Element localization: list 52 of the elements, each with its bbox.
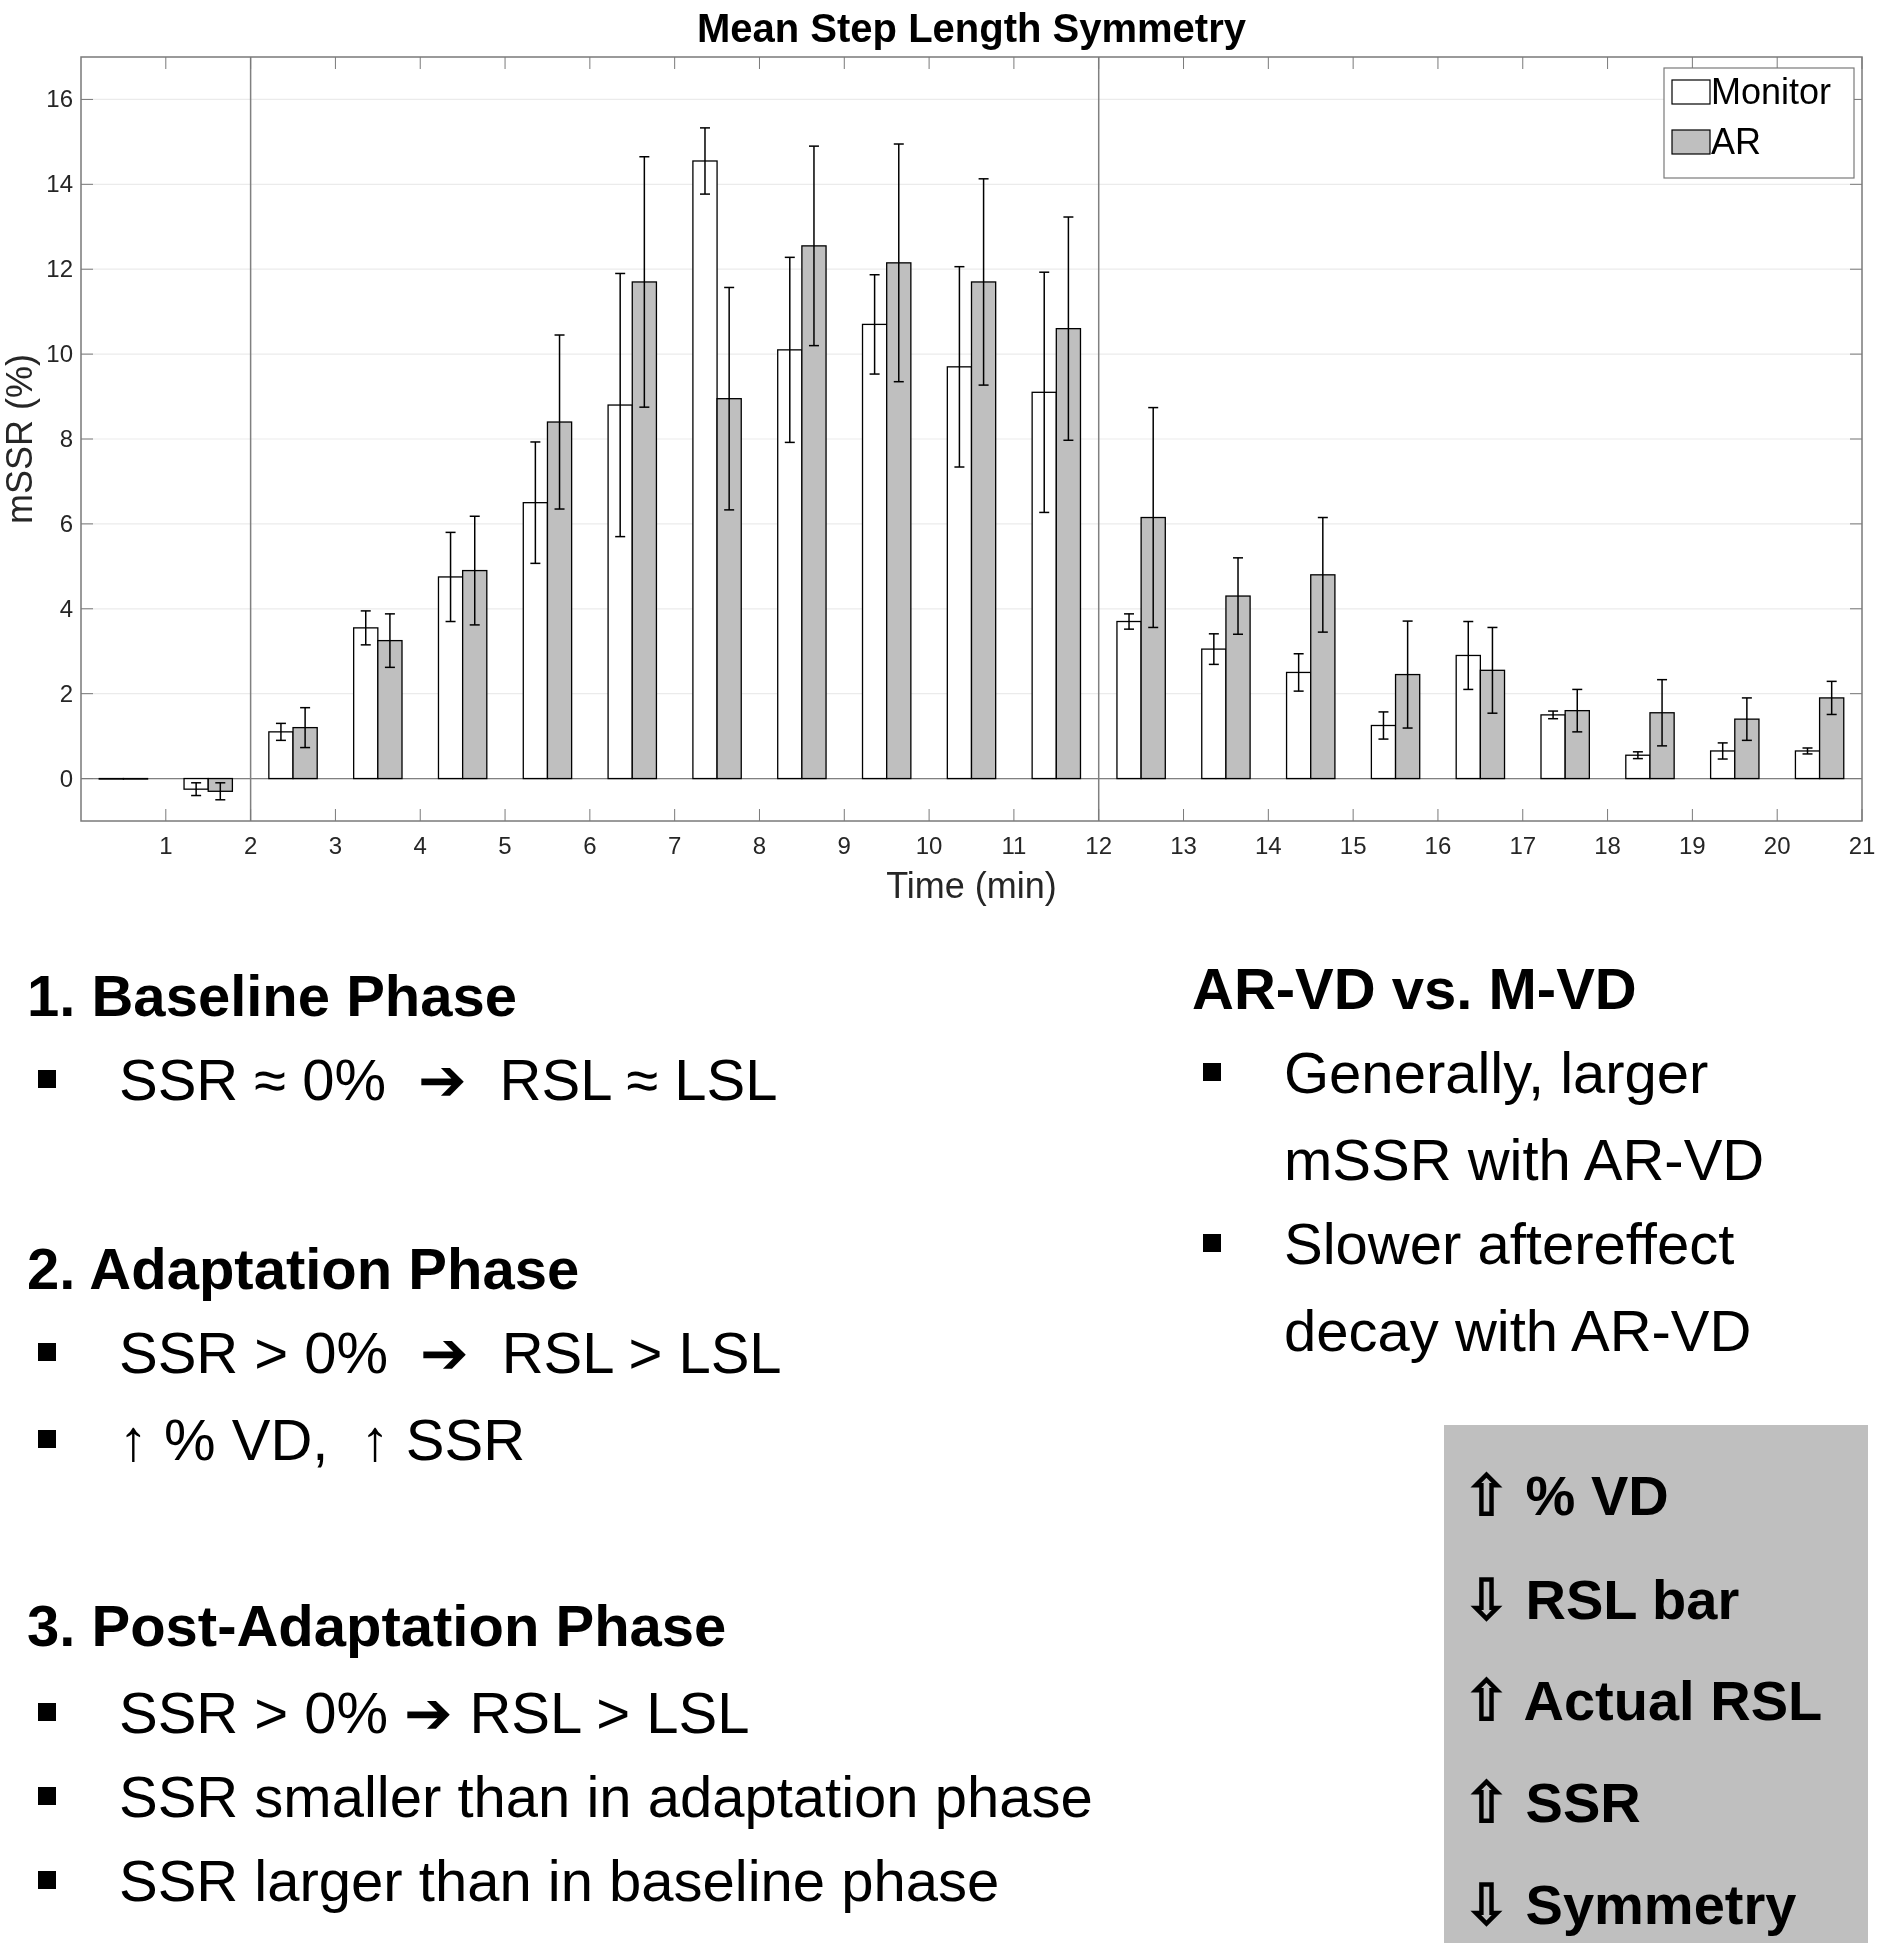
text: ⇧ Actual RSL	[1463, 1669, 1823, 1732]
text: ⇩ RSL bar	[1463, 1568, 1740, 1631]
x-tick-label: 14	[1254, 832, 1282, 859]
text: ↑ % VD, ↑ SSR	[119, 1407, 526, 1472]
text: Slower aftereffect decay with AR-VD	[1284, 1211, 1752, 1363]
y-tick-label: 6	[59, 509, 73, 537]
x-tick-label: 15	[1339, 832, 1367, 859]
x-tick-label: 7	[667, 832, 682, 859]
x-tick-label: 19	[1679, 832, 1706, 859]
x-tick-label: 3	[328, 832, 343, 859]
x-tick-label: 21	[1848, 832, 1876, 859]
y-tick-label: 10	[46, 340, 73, 368]
y-tick-label: 0	[59, 764, 73, 792]
text: SSR ≈ 0% ➔ RSL ≈ LSL	[119, 1047, 778, 1112]
y-tick-label: 8	[59, 425, 73, 452]
text: SSR larger than in baseline phase	[119, 1848, 1000, 1913]
x-tick-label: 2	[243, 832, 258, 859]
chart-title: Mean Step Length Symmetry	[696, 6, 1247, 50]
y-tick-label: 14	[46, 170, 73, 198]
x-tick-label: 10	[915, 832, 943, 859]
x-tick-label: 1	[159, 832, 173, 859]
x-tick-label: 9	[837, 832, 851, 859]
y-tick-label: 16	[46, 85, 73, 113]
y-tick-label: 4	[59, 594, 73, 622]
text: SSR smaller than in adaptation phase	[119, 1764, 1093, 1829]
x-tick-label: 4	[413, 832, 427, 859]
text: 1. Baseline Phase	[27, 963, 518, 1028]
x-tick-label: 16	[1424, 832, 1452, 859]
text: ⇧ % VD	[1463, 1464, 1669, 1527]
y-tick-label: 12	[46, 255, 73, 283]
x-tick-label: 20	[1763, 832, 1791, 859]
x-tick-label: 6	[583, 832, 597, 859]
x-tick-label: 5	[498, 832, 512, 859]
x-tick-label: 17	[1509, 832, 1537, 859]
legend-label: AR	[1711, 121, 1762, 162]
text: ⇧ SSR	[1463, 1771, 1641, 1834]
x-tick-label: 13	[1170, 832, 1197, 859]
y-axis-title: mSSR (%)	[0, 354, 40, 524]
text: SSR > 0% ➔ RSL > LSL	[119, 1320, 782, 1385]
text: AR-VD vs. M-VD	[1192, 956, 1637, 1021]
y-tick-label: 2	[59, 679, 73, 707]
x-tick-label: 8	[752, 832, 767, 859]
legend-label: Monitor	[1711, 71, 1832, 112]
x-axis-title: Time (min)	[886, 865, 1057, 906]
x-tick-label: 11	[1001, 832, 1027, 859]
x-tick-label: 12	[1085, 832, 1113, 859]
text: 3. Post-Adaptation Phase	[27, 1593, 727, 1658]
x-tick-label: 18	[1594, 832, 1621, 859]
text: SSR > 0% ➔ RSL > LSL	[119, 1680, 750, 1745]
text: ⇩ Symmetry	[1463, 1873, 1797, 1936]
text: Generally, larger mSSR with AR-VD	[1284, 1040, 1765, 1192]
text: 2. Adaptation Phase	[27, 1236, 580, 1301]
